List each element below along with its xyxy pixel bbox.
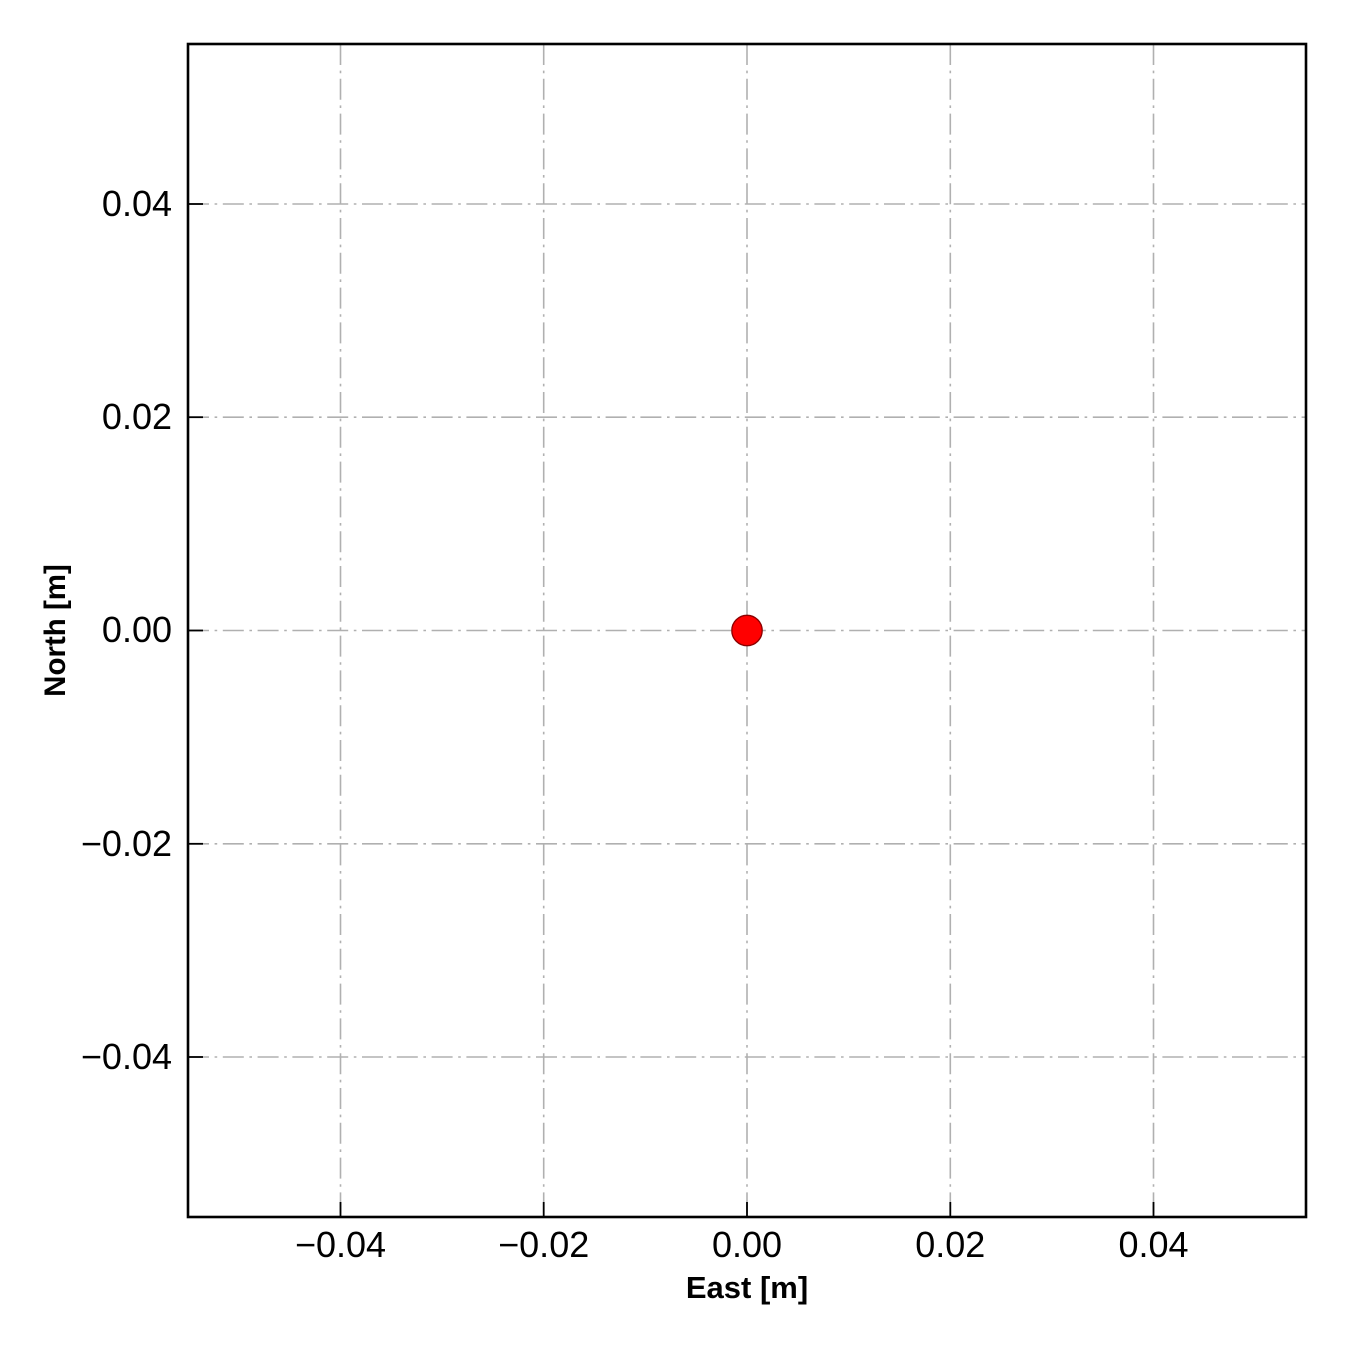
svg-text:East [m]: East [m] xyxy=(686,1270,808,1305)
svg-text:0.04: 0.04 xyxy=(102,183,172,224)
svg-text:0.00: 0.00 xyxy=(712,1224,782,1265)
svg-text:−0.02: −0.02 xyxy=(498,1224,589,1265)
svg-text:North [m]: North [m] xyxy=(39,564,72,697)
svg-text:−0.04: −0.04 xyxy=(295,1224,386,1265)
svg-text:0.00: 0.00 xyxy=(102,609,172,650)
svg-text:0.02: 0.02 xyxy=(102,396,172,437)
svg-text:−0.02: −0.02 xyxy=(81,823,172,864)
svg-text:0.02: 0.02 xyxy=(915,1224,985,1265)
svg-text:−0.04: −0.04 xyxy=(81,1036,172,1077)
svg-text:0.04: 0.04 xyxy=(1118,1224,1188,1265)
